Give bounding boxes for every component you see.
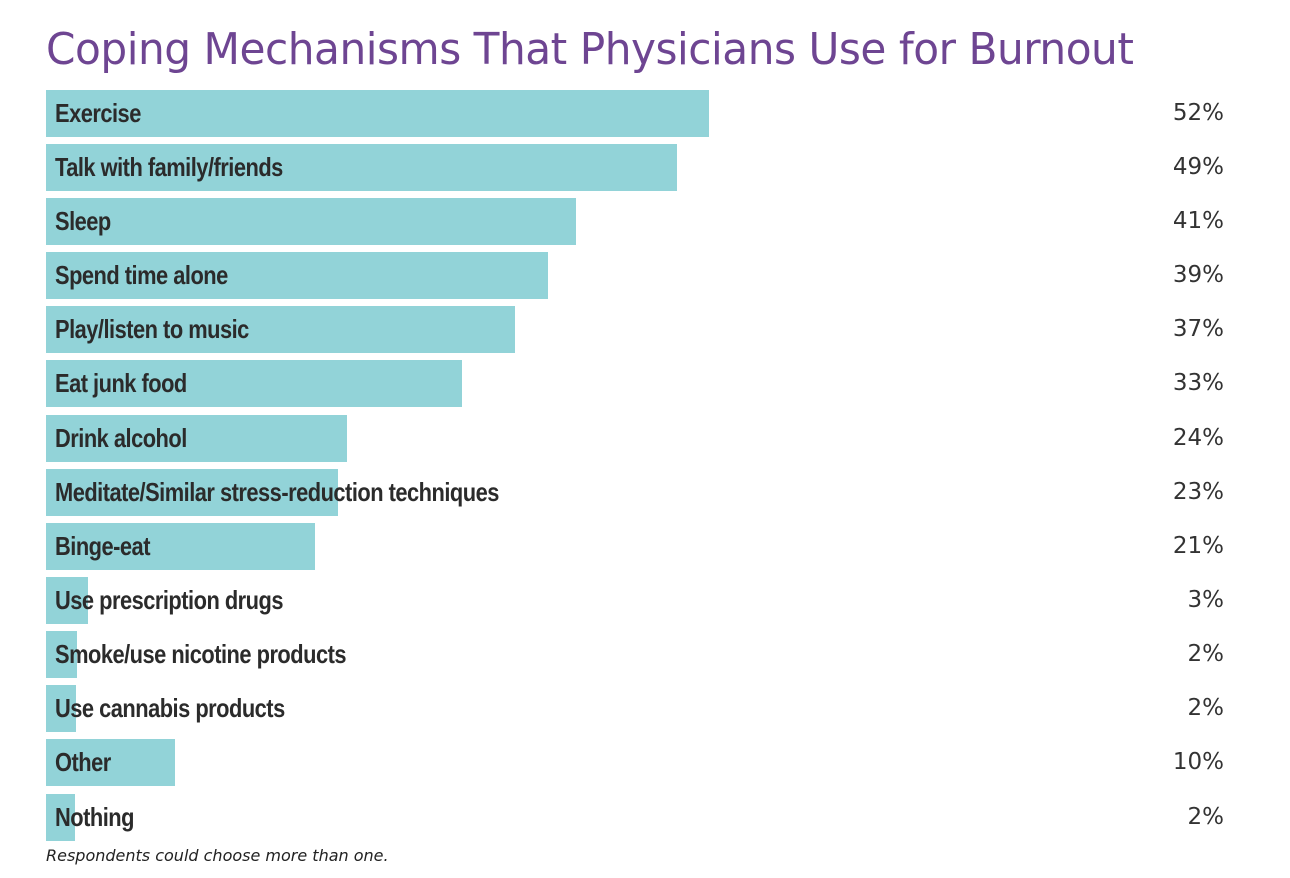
bar (46, 252, 548, 299)
bar-value: 33% (1172, 370, 1224, 396)
bar-label: Nothing (55, 802, 134, 832)
bar-row: Binge-eat 21% (46, 523, 1246, 570)
bar-value: 41% (1172, 208, 1224, 234)
bar-row: Exercise 52% (46, 90, 1246, 137)
bar-label: Meditate/Similar stress-reduction techni… (55, 477, 499, 507)
bar-value: 49% (1172, 154, 1224, 180)
bar-label: Use cannabis products (55, 693, 285, 723)
bar-row: Other 10% (46, 739, 1246, 786)
bar-value: 2% (1187, 804, 1225, 830)
bar-value: 2% (1187, 695, 1225, 721)
bar-value: 10% (1172, 749, 1224, 775)
bar-row: Drink alcohol 24% (46, 415, 1246, 462)
bar-row: Eat junk food 33% (46, 360, 1246, 407)
bar-label: Other (55, 747, 111, 777)
bar-row: Nothing 2% (46, 794, 1246, 841)
bar-label: Binge-eat (55, 531, 150, 561)
bar (46, 415, 347, 462)
bar-value: 39% (1172, 262, 1224, 288)
bar-label: Spend time alone (55, 260, 228, 290)
bar-row: Use cannabis products 2% (46, 685, 1246, 732)
bar (46, 144, 677, 191)
bar (46, 90, 709, 137)
bar (46, 794, 75, 841)
bar-value: 3% (1187, 587, 1225, 613)
bar-label: Play/listen to music (55, 314, 249, 344)
bar-label: Talk with family/friends (55, 152, 283, 182)
bar-value: 24% (1172, 425, 1224, 451)
bar-row: Smoke/use nicotine products 2% (46, 631, 1246, 678)
bar-value: 2% (1187, 641, 1225, 667)
bar-label: Exercise (55, 98, 141, 128)
bar-row: Meditate/Similar stress-reduction techni… (46, 469, 1246, 516)
bar-value: 37% (1172, 316, 1224, 342)
bar-row: Use prescription drugs 3% (46, 577, 1246, 624)
bar-label: Sleep (55, 206, 111, 236)
bar-label: Use prescription drugs (55, 585, 283, 615)
bar-row: Sleep 41% (46, 198, 1246, 245)
bar (46, 523, 315, 570)
footnote: Respondents could choose more than one. (46, 846, 389, 865)
bar (46, 469, 338, 516)
bar (46, 198, 576, 245)
bar-value: 52% (1172, 100, 1224, 126)
bar (46, 685, 76, 732)
bar (46, 306, 515, 353)
chart-title: Coping Mechanisms That Physicians Use fo… (46, 24, 1134, 75)
bar-row: Spend time alone 39% (46, 252, 1246, 299)
bar-row: Talk with family/friends 49% (46, 144, 1246, 191)
bar-label: Drink alcohol (55, 423, 187, 453)
bar-row: Play/listen to music 37% (46, 306, 1246, 353)
bar-label: Eat junk food (55, 368, 187, 398)
bar (46, 360, 462, 407)
bar-value: 23% (1172, 479, 1224, 505)
bar (46, 577, 88, 624)
bar (46, 631, 77, 678)
bar-value: 21% (1172, 533, 1224, 559)
bar (46, 739, 175, 786)
bar-label: Smoke/use nicotine products (55, 639, 347, 669)
